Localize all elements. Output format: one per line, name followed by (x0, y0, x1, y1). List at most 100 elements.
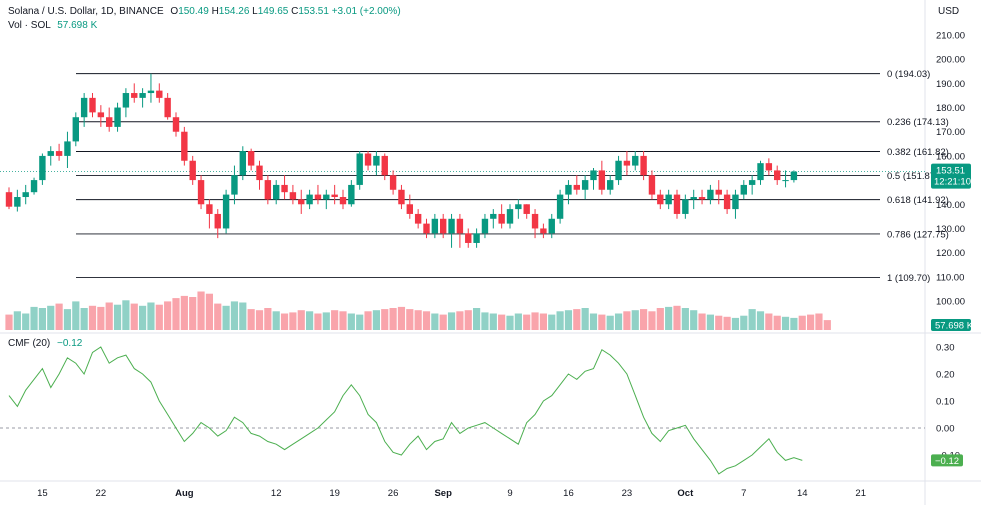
time-tick-label: Aug (175, 488, 194, 499)
candle-body (682, 199, 689, 214)
candle-body (648, 175, 656, 195)
volume-bar (581, 308, 589, 330)
volume-bar (823, 320, 831, 330)
candle-body (231, 175, 238, 195)
high-value: 154.26 (218, 6, 250, 17)
volume-bar (656, 308, 664, 330)
volume-bar (740, 315, 748, 330)
cmf-tag-value: −0.12 (935, 456, 959, 467)
price-tick-label: 200.00 (936, 55, 965, 66)
price-tick-label: 180.00 (936, 103, 965, 114)
volume-bar (297, 310, 305, 330)
volume-bar (356, 314, 364, 330)
volume-bar (47, 305, 55, 330)
volume-bar (230, 301, 239, 330)
candle-body (72, 117, 79, 142)
candle-body (47, 151, 54, 156)
candle-body (364, 153, 372, 166)
open-value: 150.49 (178, 6, 209, 17)
price-tick-label: 210.00 (936, 31, 965, 42)
volume-bar (631, 310, 639, 330)
volume-bar (606, 315, 614, 330)
fib-level-label: 0.786 (127.75) (887, 229, 949, 240)
candle-body (189, 160, 196, 181)
cmf-label[interactable]: CMF (20) (8, 338, 51, 349)
volume-bar (364, 311, 372, 330)
volume-bar (63, 309, 72, 330)
candle-body (431, 218, 439, 234)
candle-body (673, 194, 681, 214)
candle-body (573, 184, 580, 190)
volume-tag-value: 57.698 K (935, 321, 974, 332)
volume-bar (214, 303, 222, 330)
cmf-legend: CMF (20) −0.12 (8, 338, 82, 349)
volume-bar (614, 313, 623, 330)
volume-bar (790, 317, 798, 330)
candle-body (732, 194, 739, 210)
candle-body (715, 189, 722, 195)
volume-bar (523, 314, 531, 330)
candle-body (757, 163, 764, 181)
last-price-value: 153.51 (936, 166, 965, 177)
volume-bar (489, 313, 497, 330)
candle-body (214, 213, 221, 229)
candle-body (139, 93, 146, 98)
price-tick-label: 160.00 (936, 151, 965, 162)
candle-body (790, 171, 798, 181)
time-tick-label: 7 (741, 488, 746, 499)
symbol-title[interactable]: Solana / U.S. Dollar, 1D, BINANCE (8, 6, 164, 17)
cmf-tick-label: 0.00 (936, 424, 955, 435)
candle-body (97, 112, 105, 118)
cmf-tick-label: 0.10 (936, 397, 955, 408)
price-tick-label: 140.00 (936, 200, 965, 211)
candle-body (548, 218, 555, 234)
volume-bar (431, 313, 439, 330)
close-value: 153.51 (298, 6, 329, 17)
volume-bar (481, 312, 489, 330)
candle-body (414, 213, 422, 224)
candle-body (281, 184, 288, 193)
candle-body (506, 209, 514, 224)
volume-bar (564, 310, 573, 330)
volume-bar (723, 316, 731, 330)
candle-body (531, 213, 539, 229)
volume-bar (548, 314, 556, 330)
candle-body (640, 155, 647, 176)
candle-body (30, 180, 38, 193)
candle-body (515, 204, 522, 210)
volume-bar (422, 311, 431, 330)
volume-bar (164, 301, 172, 330)
price-tick-label: 130.00 (936, 224, 965, 235)
volume-bar (155, 304, 163, 330)
candle-body (339, 197, 347, 205)
volume-bar (5, 314, 13, 330)
volume-bar (506, 315, 514, 330)
time-tick-label: 23 (622, 488, 633, 499)
time-tick-label: Sep (434, 488, 452, 499)
volume-bar (598, 314, 606, 330)
close-label: C (291, 6, 299, 17)
time-tick-label: 16 (563, 488, 574, 499)
volume-bar (464, 310, 472, 330)
volume-label[interactable]: Vol · SOL (8, 20, 51, 31)
volume-bar (706, 314, 714, 330)
volume-bar (239, 302, 247, 330)
volume-bar (773, 315, 781, 330)
currency-label[interactable]: USD (938, 6, 960, 17)
volume-bar (539, 313, 547, 330)
volume-bar (815, 313, 823, 330)
price-tick-label: 120.00 (936, 248, 965, 259)
volume-value: 57.698 K (57, 20, 98, 31)
volume-bar (531, 312, 539, 330)
volume-bar (105, 302, 113, 330)
last-price-tag (931, 163, 971, 189)
volume-bar (247, 309, 255, 330)
fib-level-label: 0.5 (151.87) (887, 171, 938, 182)
time-tick-label: 22 (96, 488, 107, 499)
candle-body (64, 141, 71, 156)
volume-bar (38, 308, 46, 330)
candle-body (306, 194, 313, 205)
volume-bar (30, 306, 38, 330)
candle-body (256, 165, 263, 181)
